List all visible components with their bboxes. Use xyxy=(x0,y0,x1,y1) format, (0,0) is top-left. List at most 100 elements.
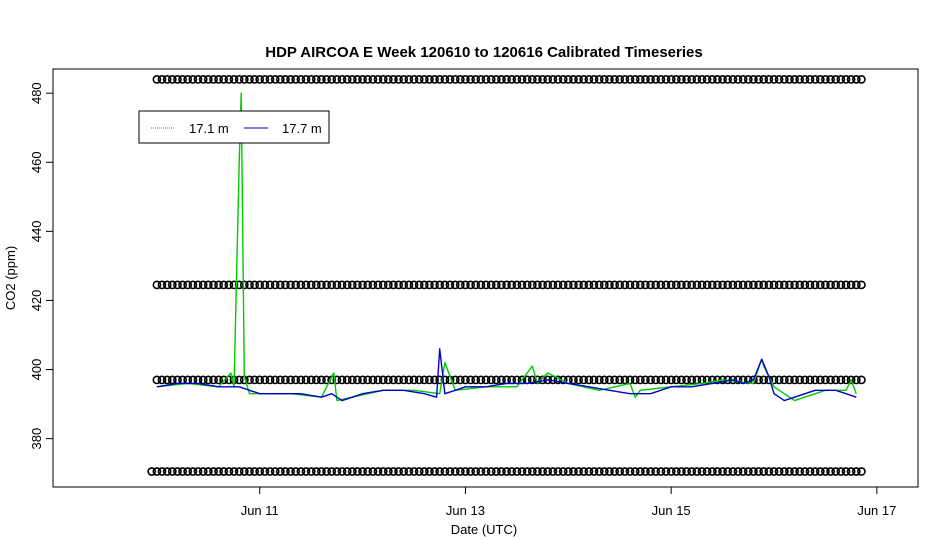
reference-marker xyxy=(301,375,311,385)
reference-marker xyxy=(682,467,691,476)
reference-marker xyxy=(656,75,666,84)
reference-marker xyxy=(245,75,254,84)
reference-marker xyxy=(486,467,496,476)
reference-marker xyxy=(656,375,666,385)
reference-marker xyxy=(404,375,414,385)
reference-marker xyxy=(419,375,429,385)
x-axis: Jun 11 Jun 13 Jun 15 Jun 17 xyxy=(241,487,896,518)
reference-marker xyxy=(743,467,753,476)
reference-marker xyxy=(239,280,249,290)
reference-marker xyxy=(337,467,347,476)
reference-marker xyxy=(260,75,270,84)
reference-marker xyxy=(713,75,722,84)
reference-marker xyxy=(790,280,799,290)
reference-marker xyxy=(183,280,193,290)
reference-marker xyxy=(543,75,553,84)
reference-marker xyxy=(563,75,573,84)
reference-marker xyxy=(826,280,835,290)
reference-marker xyxy=(337,280,347,290)
reference-marker xyxy=(764,75,774,84)
reference-marker xyxy=(378,467,388,476)
reference-marker xyxy=(460,375,470,385)
reference-marker xyxy=(625,75,635,84)
reference-marker xyxy=(409,75,419,84)
reference-marker xyxy=(646,467,655,476)
reference-marker xyxy=(219,467,229,476)
reference-marker xyxy=(630,75,640,84)
reference-marker xyxy=(785,280,794,290)
reference-marker xyxy=(594,375,604,385)
reference-marker xyxy=(399,375,409,385)
reference-marker xyxy=(764,467,774,476)
reference-marker xyxy=(399,75,409,84)
chart-title: HDP AIRCOA E Week 120610 to 120616 Calib… xyxy=(265,44,702,61)
reference-marker xyxy=(666,280,676,290)
reference-marker xyxy=(785,467,794,476)
reference-marker xyxy=(476,467,486,476)
reference-marker xyxy=(733,75,743,84)
reference-marker xyxy=(630,467,640,476)
reference-marker xyxy=(790,467,799,476)
reference-marker xyxy=(368,75,378,84)
reference-marker xyxy=(255,280,265,290)
reference-marker xyxy=(373,467,383,476)
reference-marker xyxy=(723,75,733,84)
reference-marker xyxy=(522,280,532,290)
reference-marker xyxy=(615,75,625,84)
reference-marker xyxy=(342,280,352,290)
reference-marker xyxy=(836,280,846,290)
reference-marker xyxy=(496,75,506,84)
reference-marker xyxy=(250,375,259,385)
reference-marker xyxy=(651,75,661,84)
reference-marker xyxy=(821,375,830,385)
reference-marker xyxy=(651,467,661,476)
reference-marker xyxy=(270,467,280,476)
reference-marker xyxy=(641,375,650,385)
reference-marker xyxy=(301,75,311,84)
reference-marker xyxy=(594,467,604,476)
reference-marker xyxy=(687,375,697,385)
reference-marker xyxy=(306,75,316,84)
reference-marker xyxy=(507,280,517,290)
reference-marker xyxy=(790,75,799,84)
reference-marker xyxy=(579,467,589,476)
reference-marker xyxy=(538,467,547,476)
reference-marker xyxy=(275,375,285,385)
reference-marker xyxy=(574,280,583,290)
reference-marker xyxy=(615,467,625,476)
reference-marker xyxy=(749,75,758,84)
reference-marker xyxy=(785,375,794,385)
reference-marker xyxy=(666,467,676,476)
reference-marker xyxy=(754,467,763,476)
reference-marker xyxy=(857,375,866,385)
reference-marker xyxy=(671,467,681,476)
reference-marker xyxy=(327,467,337,476)
reference-marker xyxy=(322,75,331,84)
reference-marker xyxy=(759,75,769,84)
reference-marker xyxy=(378,280,388,290)
reference-marker xyxy=(610,467,619,476)
reference-marker xyxy=(841,467,851,476)
reference-marker xyxy=(270,375,280,385)
reference-marker xyxy=(198,467,208,476)
reference-marker xyxy=(491,375,501,385)
reference-marker xyxy=(250,467,259,476)
reference-marker xyxy=(363,280,373,290)
reference-marker xyxy=(378,75,388,84)
reference-marker xyxy=(352,375,362,385)
reference-marker xyxy=(821,75,830,84)
reference-marker xyxy=(841,375,851,385)
reference-marker xyxy=(476,75,486,84)
reference-marker xyxy=(455,467,465,476)
reference-marker xyxy=(826,467,835,476)
reference-marker xyxy=(620,75,630,84)
reference-marker xyxy=(301,280,311,290)
reference-marker xyxy=(363,467,373,476)
reference-marker xyxy=(198,375,208,385)
reference-marker xyxy=(203,375,213,385)
reference-marker xyxy=(342,375,352,385)
reference-marker xyxy=(743,280,753,290)
reference-marker xyxy=(388,467,398,476)
reference-marker xyxy=(409,375,419,385)
